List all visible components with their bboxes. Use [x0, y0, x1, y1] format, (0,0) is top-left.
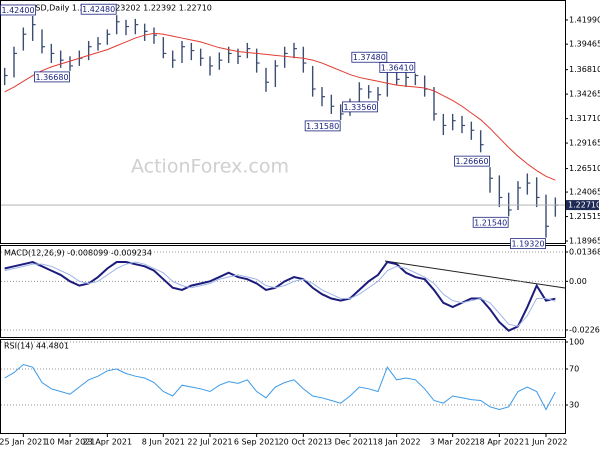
- x-tick-label: 1 Jun 2022: [524, 438, 567, 447]
- y-tick-label: 30: [569, 401, 579, 410]
- annotation-label: 1.37480: [353, 53, 386, 62]
- y-tick-label: 1.39465: [569, 40, 600, 49]
- x-tick-label: 18 Apr 2022: [475, 438, 524, 447]
- annotation-box: [454, 155, 490, 167]
- y-tick-label: 1.24065: [569, 188, 600, 197]
- annotation-box: [510, 238, 546, 250]
- annotation-box: [472, 216, 509, 228]
- y-tick-label: 1.36810: [569, 65, 600, 74]
- x-tick-label: 25 Jan 2021: [0, 438, 47, 447]
- x-tick-label: 6 Sep 2021: [234, 438, 280, 447]
- x-tick-label: 20 Oct 2021: [279, 438, 328, 447]
- y-tick-label: 1.31710: [569, 114, 600, 123]
- rsi-title: RSI(14) 44.4801: [4, 342, 69, 351]
- x-tick-label: 10 Mar 2021: [45, 438, 96, 447]
- series-line: [4, 261, 556, 327]
- x-tick-label: 18 Jan 2022: [373, 438, 421, 447]
- x-tick-label: 22 Jul 2021: [187, 438, 232, 447]
- last-price-label: 1.22710: [568, 201, 600, 210]
- annotation-label: 1.42480: [82, 5, 115, 14]
- annotation-label: 1.36680: [35, 73, 68, 82]
- price-panel: [0, 0, 566, 244]
- annotation-label: 1.31580: [306, 122, 339, 131]
- y-tick-label: -0.022698: [569, 326, 600, 335]
- annotation-label: 1.26660: [455, 157, 488, 166]
- y-tick-label: 1.41990: [569, 15, 600, 24]
- moving-average: [4, 32, 556, 181]
- annotation-box: [0, 4, 36, 16]
- annotation-label: 1.42400: [1, 6, 34, 15]
- annotation-label: 1.33560: [343, 103, 376, 112]
- annotation-label: 1.36410: [381, 64, 414, 73]
- annotation-box: [342, 101, 378, 113]
- y-tick-label: 1.26510: [569, 164, 600, 173]
- rsi-panel: [0, 339, 566, 434]
- y-tick-label: 0.00: [569, 277, 587, 286]
- annotation-box: [351, 51, 388, 63]
- macd-title: MACD(12,26,9) -0.008099 -0.009234: [4, 249, 152, 258]
- x-tick-label: 23 Apr 2021: [83, 438, 132, 447]
- trend-line: [384, 260, 566, 289]
- y-tick-label: 1.21515: [569, 212, 600, 221]
- x-tick-label: 3 Dec 2021: [327, 438, 373, 447]
- y-tick-label: 1.29165: [569, 139, 600, 148]
- annotation-box: [80, 3, 117, 15]
- x-tick-label: 3 Mar 2022: [430, 438, 476, 447]
- annotation-box: [304, 120, 341, 132]
- annotation-box: [379, 62, 416, 73]
- annotation-label: 1.19320: [511, 240, 544, 249]
- watermark: ActionForex.com: [131, 156, 289, 178]
- last-price-box: [566, 200, 599, 211]
- series-line: [4, 363, 556, 411]
- macd-panel: [0, 245, 566, 338]
- annotation-label: 1.21540: [474, 218, 507, 227]
- y-tick-label: 1.34265: [569, 90, 600, 99]
- annotation-box: [34, 71, 70, 83]
- y-tick-label: 70: [569, 365, 579, 374]
- x-tick-label: 8 Jun 2021: [142, 438, 185, 447]
- y-tick-label: 0.013686: [569, 247, 600, 256]
- y-tick-label: 100: [569, 338, 584, 347]
- y-tick-label: 1.18965: [569, 237, 600, 246]
